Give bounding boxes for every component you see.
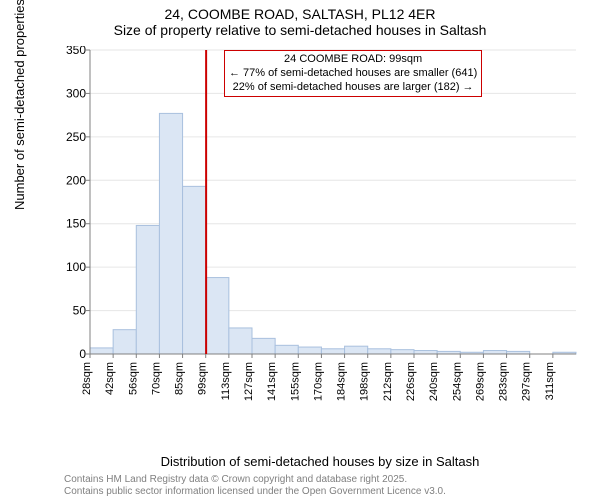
x-tick-label: 113sqm bbox=[220, 362, 232, 400]
annotation-line-1: 24 COOMBE ROAD: 99sqm bbox=[229, 53, 477, 67]
histogram-bar bbox=[113, 330, 136, 354]
x-tick-label: 99sqm bbox=[197, 362, 209, 395]
x-tick-label: 311sqm bbox=[544, 362, 556, 400]
footer-line-2: Contains public sector information licen… bbox=[64, 486, 446, 498]
x-tick-label: 254sqm bbox=[451, 362, 463, 401]
histogram-bar bbox=[368, 349, 391, 354]
x-tick-label: 240sqm bbox=[428, 362, 440, 401]
x-tick-label: 283sqm bbox=[498, 362, 510, 401]
y-tick-label: 200 bbox=[66, 173, 86, 187]
x-tick-label: 212sqm bbox=[382, 362, 394, 401]
x-tick-label: 198sqm bbox=[359, 362, 371, 401]
histogram-bar bbox=[298, 347, 321, 354]
x-tick-label: 269sqm bbox=[474, 362, 486, 401]
histogram-bar bbox=[483, 351, 506, 354]
x-tick-label: 70sqm bbox=[150, 362, 162, 395]
annotation-line-3: 22% of semi-detached houses are larger (… bbox=[229, 81, 477, 95]
x-tick-label: 42sqm bbox=[104, 362, 116, 395]
x-axis-label: Distribution of semi-detached houses by … bbox=[60, 454, 580, 469]
histogram-bar bbox=[275, 345, 298, 354]
x-tick-label: 28sqm bbox=[81, 362, 93, 395]
annotation-line-2: ← 77% of semi-detached houses are smalle… bbox=[229, 67, 477, 81]
histogram-bar bbox=[345, 346, 368, 354]
histogram-bar bbox=[252, 338, 275, 354]
x-tick-label: 85sqm bbox=[174, 362, 186, 395]
y-tick-label: 0 bbox=[79, 347, 86, 361]
y-axis-label: Number of semi-detached properties bbox=[12, 0, 27, 210]
y-tick-label: 100 bbox=[66, 260, 86, 274]
y-tick-label: 150 bbox=[66, 217, 86, 231]
title-line-2: Size of property relative to semi-detach… bbox=[0, 22, 600, 38]
x-tick-label: 226sqm bbox=[405, 362, 417, 401]
chart-container: 24, COOMBE ROAD, SALTASH, PL12 4ER Size … bbox=[0, 0, 600, 500]
histogram-bar bbox=[90, 348, 113, 354]
y-tick-label: 350 bbox=[66, 46, 86, 57]
x-tick-label: 184sqm bbox=[336, 362, 348, 401]
histogram-plot: 0 50 100 150 200 250 300 350 28sqm 42sqm 56sqm 70sq… bbox=[60, 46, 580, 406]
histogram-bar bbox=[321, 349, 344, 354]
histogram-bar bbox=[159, 113, 182, 354]
chart-area: 0 50 100 150 200 250 300 350 28sqm 42sqm 56sqm 70sq… bbox=[60, 46, 580, 406]
y-tick-label: 300 bbox=[66, 86, 86, 100]
x-tick-label: 297sqm bbox=[521, 362, 533, 401]
histogram-bar bbox=[206, 278, 229, 354]
histogram-bar bbox=[229, 328, 252, 354]
y-tick-label: 250 bbox=[66, 130, 86, 144]
x-tick-label: 127sqm bbox=[243, 362, 255, 401]
histogram-bar bbox=[414, 351, 437, 354]
x-tick-label: 155sqm bbox=[289, 362, 301, 401]
footer-line-1: Contains HM Land Registry data © Crown c… bbox=[64, 474, 446, 486]
title-block: 24, COOMBE ROAD, SALTASH, PL12 4ER Size … bbox=[0, 0, 600, 38]
x-tick-label: 141sqm bbox=[266, 362, 278, 401]
histogram-bar bbox=[183, 186, 206, 354]
x-tick-label: 170sqm bbox=[312, 362, 324, 401]
histogram-bar bbox=[391, 350, 414, 354]
histogram-bar bbox=[136, 225, 159, 354]
y-tick-label: 50 bbox=[73, 304, 87, 318]
footer-attribution: Contains HM Land Registry data © Crown c… bbox=[64, 474, 446, 497]
x-tick-label: 56sqm bbox=[127, 362, 139, 395]
reference-annotation-box: 24 COOMBE ROAD: 99sqm ← 77% of semi-deta… bbox=[224, 50, 482, 97]
title-line-1: 24, COOMBE ROAD, SALTASH, PL12 4ER bbox=[0, 6, 600, 22]
